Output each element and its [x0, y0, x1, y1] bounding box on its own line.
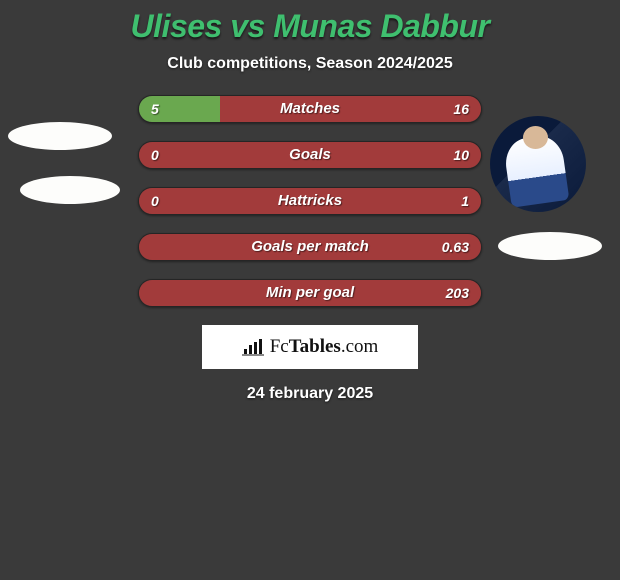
bar-value-right: 203 — [446, 280, 469, 306]
bar-value-left: 5 — [151, 96, 159, 122]
bar-value-right: 0.63 — [442, 234, 469, 260]
bar-value-right: 1 — [461, 188, 469, 214]
bar-row: Goals per match0.63 — [138, 233, 482, 261]
bar-value-right: 10 — [453, 142, 469, 168]
bar-value-right: 16 — [453, 96, 469, 122]
player-avatar — [490, 116, 586, 212]
bar-label: Goals — [139, 142, 481, 168]
bar-row: Min per goal203 — [138, 279, 482, 307]
decorative-ellipse — [8, 122, 112, 150]
comparison-bars: Matches516Goals010Hattricks01Goals per m… — [138, 95, 482, 307]
page-title: Ulises vs Munas Dabbur — [0, 0, 620, 45]
decorative-ellipse — [20, 176, 120, 204]
bar-label: Matches — [139, 96, 481, 122]
bar-row: Matches5 16 — [138, 95, 482, 123]
bar-label: Hattricks — [139, 188, 481, 214]
bar-label: Min per goal — [139, 280, 481, 306]
logo-suffix: .com — [341, 336, 378, 357]
subtitle: Club competitions, Season 2024/2025 — [0, 55, 620, 73]
date-line: 24 february 2025 — [0, 385, 620, 403]
logo-text: FcTables.com — [270, 336, 379, 358]
bar-value-left: 0 — [151, 142, 159, 168]
logo-plain: Fc — [270, 336, 289, 357]
bar-value-left: 0 — [151, 188, 159, 214]
bar-row: Hattricks0 1 — [138, 187, 482, 215]
bar-label: Goals per match — [139, 234, 481, 260]
decorative-ellipse — [498, 232, 602, 260]
chart-icon — [242, 338, 264, 356]
logo-bold: Tables — [289, 336, 341, 357]
logo-box: FcTables.com — [202, 325, 418, 369]
bar-row: Goals0 10 — [138, 141, 482, 169]
